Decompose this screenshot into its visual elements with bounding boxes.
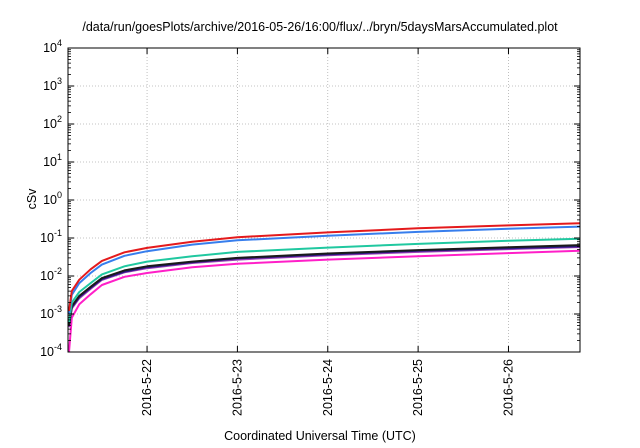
- y-tick-base: 10: [43, 155, 57, 169]
- y-tick-exponent: 0: [57, 190, 62, 200]
- y-tick-base: 10: [40, 345, 54, 359]
- x-tick-label: 2016-5-23: [230, 359, 244, 416]
- x-axis-ticks: 2016-5-22 2016-5-23 2016-5-24 2016-5-25 2016…: [140, 48, 515, 416]
- series-lines: [68, 222, 581, 353]
- y-tick-base: 10: [43, 193, 57, 207]
- series-line: [68, 237, 581, 323]
- y-tick-base: 10: [43, 41, 57, 55]
- y-tick-base: 10: [43, 117, 57, 131]
- x-axis-label: Coordinated Universal Time (UTC): [224, 429, 416, 443]
- y-tick-exponent: -2: [54, 266, 62, 276]
- y-tick-label: 10-1: [40, 228, 62, 245]
- y-tick-label: 10-2: [40, 266, 62, 283]
- y-tick-exponent: -3: [54, 304, 62, 314]
- y-tick-exponent: -1: [54, 228, 62, 238]
- x-tick-label: 2016-5-24: [321, 359, 335, 416]
- y-tick-exponent: 3: [57, 76, 62, 86]
- x-tick-label: 2016-5-25: [411, 359, 425, 416]
- series-line: [68, 222, 581, 312]
- y-tick-label: 100: [43, 190, 62, 207]
- series-line: [68, 225, 581, 315]
- series-line: [68, 249, 581, 353]
- series-line: [68, 244, 581, 326]
- x-tick-label: 2016-5-22: [140, 359, 154, 416]
- y-tick-label: 103: [43, 76, 62, 93]
- y-tick-base: 10: [40, 307, 54, 321]
- y-tick-base: 10: [40, 231, 54, 245]
- y-tick-label: 10-3: [40, 304, 62, 321]
- y-tick-label: 101: [43, 152, 62, 169]
- y-tick-label: 102: [43, 114, 62, 131]
- y-tick-exponent: -4: [54, 342, 62, 352]
- y-tick-exponent: 1: [57, 152, 62, 162]
- y-tick-base: 10: [43, 79, 57, 93]
- series-line: [68, 245, 581, 326]
- y-tick-exponent: 4: [57, 38, 62, 48]
- y-tick-exponent: 2: [57, 114, 62, 124]
- y-tick-base: 10: [40, 269, 54, 283]
- chart-title: /data/run/goesPlots/archive/2016-05-26/1…: [82, 20, 558, 34]
- grid-lines: [68, 48, 580, 352]
- y-tick-label: 10-4: [40, 342, 62, 359]
- y-tick-label: 104: [43, 38, 62, 55]
- x-tick-label: 2016-5-26: [501, 359, 515, 416]
